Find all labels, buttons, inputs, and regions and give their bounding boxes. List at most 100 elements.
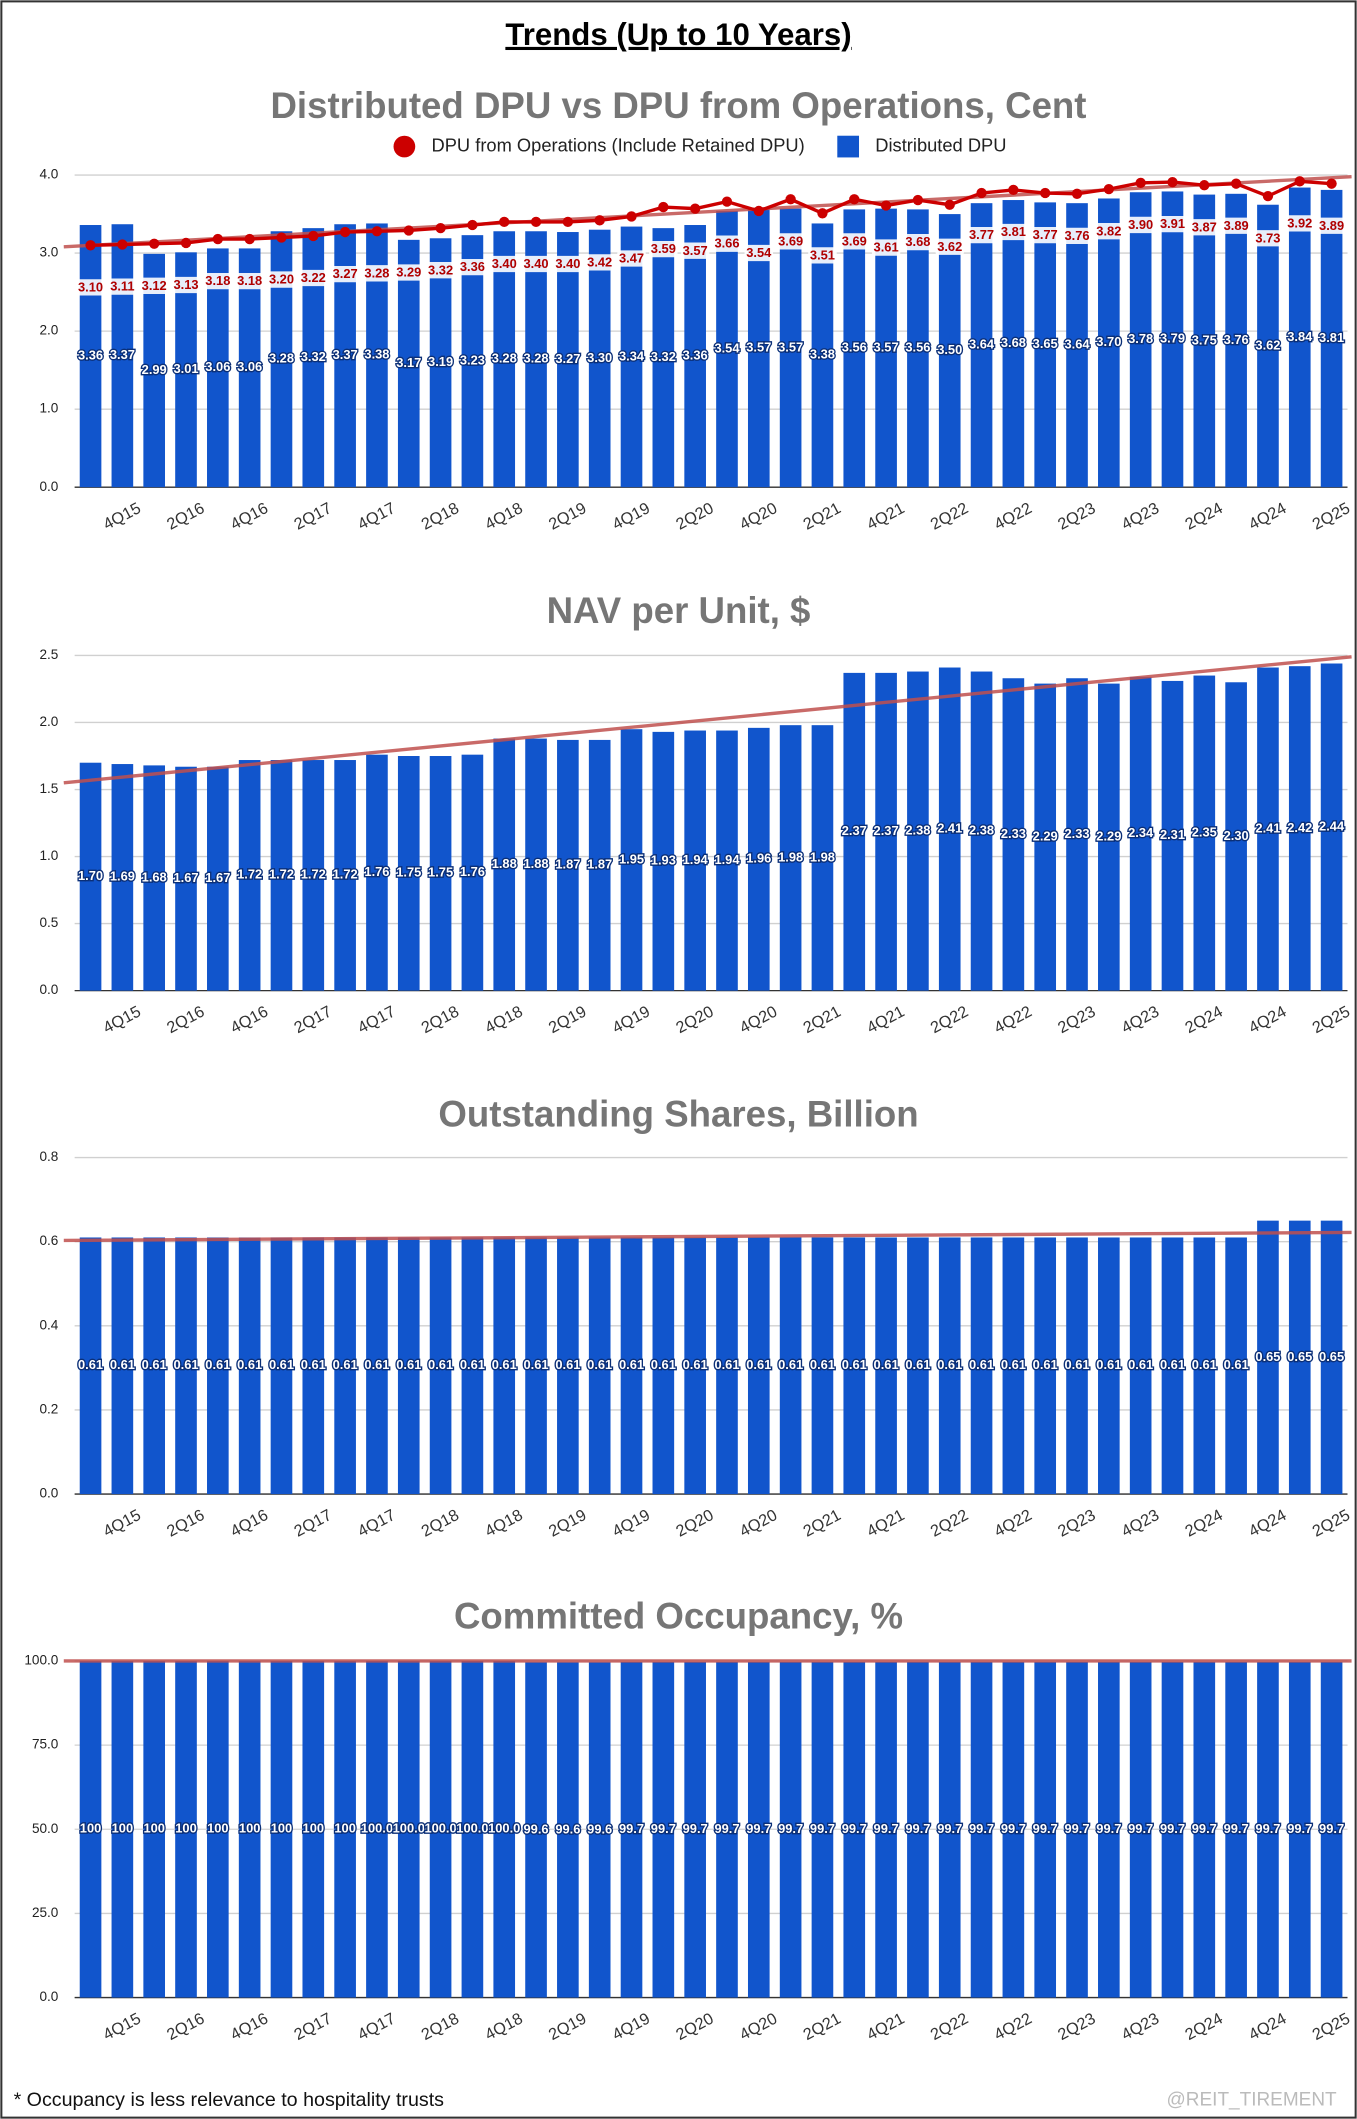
bar-value-label: 1.72 [301, 867, 326, 882]
point-label-box [1253, 230, 1283, 247]
bar-value-label: 99.6 [587, 1821, 612, 1836]
point-value-label: 3.27 [333, 266, 358, 281]
legend-label: DPU from Operations (Include Retained DP… [432, 134, 805, 155]
bar-value-label: 3.64 [969, 337, 995, 352]
bar-value-label: 1.76 [460, 864, 485, 879]
bar-value-label: 99.7 [874, 1821, 899, 1836]
bar-value-label: 99.7 [1064, 1821, 1089, 1836]
line-point [944, 199, 955, 210]
point-label-box [267, 271, 296, 288]
bar-value-label: 100 [143, 1821, 164, 1836]
point-label-box [489, 255, 519, 273]
bar-value-label: 1.94 [683, 852, 709, 867]
bar-value-label: 1.70 [78, 868, 103, 883]
bar [1288, 1661, 1311, 1998]
bar [1193, 1661, 1216, 1998]
bar-value-label: 0.61 [396, 1357, 421, 1372]
point-label-box [139, 277, 169, 294]
line-point [435, 222, 446, 234]
bar-value-label: 100 [239, 1821, 260, 1836]
bar [366, 1237, 388, 1495]
bar [1129, 1237, 1152, 1495]
bar [1002, 678, 1025, 991]
point-value-label: 3.22 [301, 270, 326, 285]
bar [429, 1237, 452, 1495]
line-point [658, 201, 669, 213]
bar [270, 1237, 293, 1495]
bar-value-label: 1.69 [110, 869, 135, 884]
bar-value-label: 3.34 [619, 348, 645, 363]
bar [652, 731, 675, 991]
bar-value-label: 3.79 [1160, 331, 1185, 346]
bar [684, 1661, 706, 1998]
point-label-box [967, 226, 996, 244]
bar-value-label: 1.87 [587, 857, 612, 872]
line-point [244, 233, 255, 245]
point-value-label: 3.77 [969, 227, 994, 242]
bar-value-label: 0.61 [205, 1357, 230, 1372]
point-value-label: 3.68 [905, 234, 930, 249]
bar-value-label: 3.76 [1224, 332, 1249, 347]
y-tick-label: 1.0 [39, 848, 58, 863]
bar-value-label: 0.61 [905, 1357, 930, 1372]
bar [875, 208, 897, 488]
point-label-box [903, 233, 933, 251]
bar [1066, 678, 1088, 991]
point-label-box [776, 233, 805, 250]
bar [207, 248, 229, 488]
point-value-label: 3.47 [619, 251, 644, 266]
point-label-box [458, 258, 487, 276]
bar [334, 1660, 356, 1998]
bar [111, 1660, 134, 1998]
point-label-box [744, 244, 774, 262]
bar [143, 1237, 166, 1495]
bar-value-label: 99.7 [1319, 1821, 1344, 1836]
line-point [1167, 176, 1178, 188]
point-value-label: 3.69 [778, 233, 803, 248]
point-value-label: 3.82 [1096, 223, 1121, 238]
bar-value-label: 0.61 [1128, 1357, 1153, 1372]
line-point [180, 237, 192, 249]
bar-value-label: 3.37 [333, 347, 358, 362]
bar-value-label: 0.61 [1160, 1357, 1185, 1372]
bar [1098, 683, 1120, 991]
bar [938, 667, 961, 991]
bar-value-label: 2.31 [1160, 827, 1185, 842]
bar-value-label: 1.67 [173, 870, 198, 885]
bar [811, 223, 834, 488]
bar [1098, 1237, 1120, 1495]
bar-value-label: 1.95 [619, 851, 644, 866]
bar-value-label: 2.41 [937, 820, 962, 835]
bar [525, 1662, 547, 1998]
bar-value-label: 0.61 [874, 1357, 899, 1372]
bar-value-label: 0.61 [651, 1357, 676, 1372]
y-tick-label: 4.0 [39, 167, 58, 182]
chart-title: Distributed DPU vs DPU from Operations, … [270, 85, 1086, 126]
bar [938, 214, 961, 488]
bar [1320, 1220, 1343, 1495]
bar-value-label: 3.06 [205, 359, 230, 374]
bar-value-label: 99.7 [842, 1821, 867, 1836]
point-value-label: 3.89 [1319, 218, 1344, 233]
point-value-label: 3.18 [237, 273, 262, 288]
bar-value-label: 1.75 [428, 865, 453, 880]
bar [588, 1237, 611, 1495]
bar-value-label: 99.7 [1255, 1821, 1280, 1836]
bar [1288, 1220, 1311, 1495]
bar [716, 730, 738, 991]
line-point [1135, 177, 1146, 189]
bar-value-label: 2.99 [142, 362, 167, 377]
bar-value-label: 3.68 [1001, 335, 1026, 350]
bar-value-label: 100 [175, 1821, 196, 1836]
bar-value-label: 100.0 [361, 1821, 393, 1836]
legend-label: Distributed DPU [875, 134, 1006, 155]
bar [238, 1660, 261, 1998]
point-label-box [1094, 223, 1124, 240]
chart-title: NAV per Unit, $ [547, 590, 811, 631]
point-label-box [299, 269, 328, 287]
bar-value-label: 100 [112, 1821, 133, 1836]
bar [557, 1662, 579, 1998]
bar [1257, 204, 1279, 488]
bar-value-label: 3.37 [110, 347, 135, 362]
bar [397, 756, 420, 991]
